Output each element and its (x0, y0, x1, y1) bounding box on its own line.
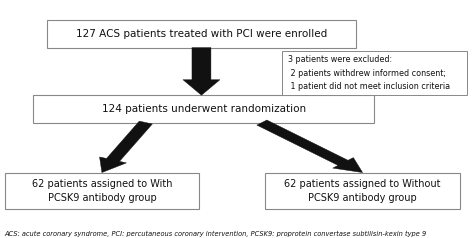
Text: 124 patients underwent randomization: 124 patients underwent randomization (102, 104, 306, 114)
Polygon shape (183, 48, 220, 95)
FancyBboxPatch shape (5, 173, 199, 209)
FancyBboxPatch shape (33, 95, 374, 123)
Text: 62 patients assigned to With
PCSK9 antibody group: 62 patients assigned to With PCSK9 antib… (32, 179, 172, 203)
Text: 127 ACS patients treated with PCI were enrolled: 127 ACS patients treated with PCI were e… (76, 29, 327, 39)
Text: 62 patients assigned to Without
PCSK9 antibody group: 62 patients assigned to Without PCSK9 an… (284, 179, 441, 203)
Polygon shape (257, 120, 363, 173)
FancyBboxPatch shape (265, 173, 460, 209)
FancyBboxPatch shape (282, 51, 467, 95)
FancyBboxPatch shape (47, 20, 356, 48)
Text: ACS: acute coronary syndrome, PCI: percutaneous coronary intervention, PCSK9: pr: ACS: acute coronary syndrome, PCI: percu… (5, 231, 427, 237)
Text: 3 patients were excluded:
 2 patients withdrew informed consent;
 1 patient did : 3 patients were excluded: 2 patients wit… (288, 55, 450, 91)
Polygon shape (100, 121, 152, 173)
